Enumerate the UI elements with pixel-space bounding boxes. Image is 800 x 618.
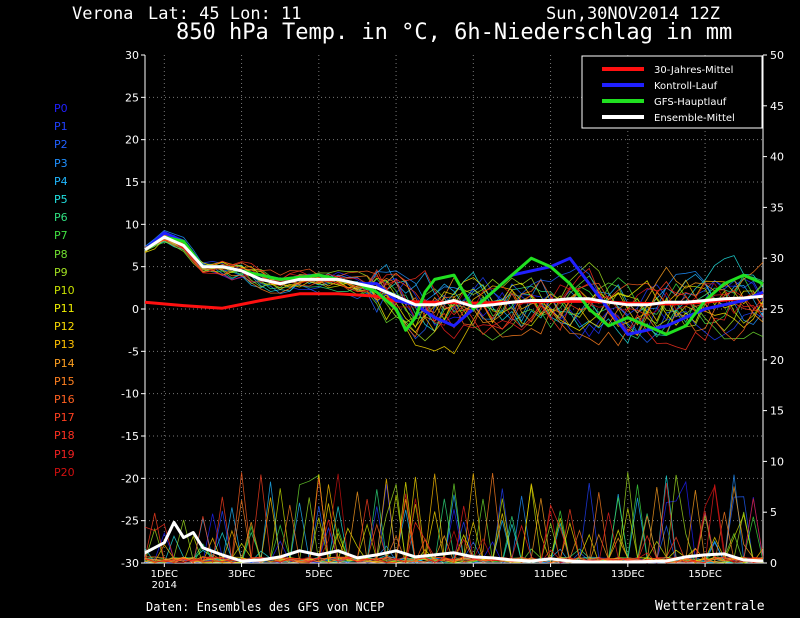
member-temp-line	[144, 238, 764, 326]
member-label-p4: P4	[54, 174, 68, 188]
y-left-tick-label: 25	[125, 91, 139, 104]
member-label-p3: P3	[54, 156, 68, 170]
member-label-p17: P17	[54, 411, 75, 425]
x-tick-label: 7DEC	[382, 569, 409, 580]
member-label-p2: P2	[54, 138, 68, 152]
y-left-tick-label: 15	[125, 176, 139, 189]
member-label-p15: P15	[54, 374, 75, 388]
x-tick-label: 1DEC	[151, 569, 178, 580]
y-right-tick-label: 50	[770, 49, 784, 62]
x-tick-label: 11DEC	[534, 569, 568, 580]
member-temp-line	[144, 233, 764, 332]
series-line-gfs-hauptlauf	[144, 235, 764, 336]
member-label-p1: P1	[54, 120, 68, 134]
member-label-p16: P16	[54, 393, 75, 406]
y-right-tick-label: 35	[770, 201, 784, 214]
brand-label: Wetterzentrale	[655, 599, 765, 614]
legend-label: 30-Jahres-Mittel	[654, 65, 733, 76]
member-label-p8: P8	[54, 247, 68, 261]
member-label-p13: P13	[54, 338, 75, 352]
legend-label: Ensemble-Mittel	[654, 113, 735, 124]
member-label-p0: P0	[54, 102, 68, 115]
legend-label: GFS-Hauptlauf	[654, 97, 727, 108]
y-left-tick-label: -20	[121, 472, 139, 485]
member-label-p9: P9	[54, 265, 68, 279]
chart-title: 850 hPa Temp. in °C, 6h-Niederschlag in …	[176, 20, 733, 45]
y-right-tick-label: 40	[770, 151, 784, 164]
location-label: Verona	[72, 4, 134, 24]
y-right-tick-label: 30	[770, 252, 784, 265]
member-label-p19: P19	[54, 447, 75, 461]
y-left-tick-label: 5	[132, 261, 139, 274]
y-right-tick-label: 5	[770, 506, 777, 519]
member-temp-line	[144, 235, 764, 334]
y-left-tick-label: -30	[121, 557, 139, 570]
y-right-tick-label: 45	[770, 100, 784, 113]
x-tick-label: 5DEC	[305, 569, 332, 580]
series-line-ensemble-mittel	[144, 235, 764, 308]
x-tick-label: 9DEC	[460, 569, 487, 580]
member-label-p10: P10	[54, 283, 75, 297]
y-right-tick-label: 25	[770, 303, 784, 316]
member-list: P0 P1 P2 P3 P4 P5 P6 P7 P8 P9 P10 P11 P12 P13 P14 P15 P1…	[54, 100, 75, 482]
member-temp-line	[144, 240, 764, 338]
coords-label: Lat: 45 Lon: 11	[148, 4, 302, 24]
run-time-label: Sun,30NOV2014 12Z	[546, 4, 720, 24]
x-tick-label: 15DEC	[688, 569, 722, 580]
y-left-tick-label: 10	[125, 218, 139, 231]
y-left-tick-label: 20	[125, 134, 139, 147]
member-temp-line	[144, 239, 764, 342]
member-label-p14: P14	[54, 356, 75, 370]
member-temp-line	[144, 239, 764, 351]
member-temp-line	[144, 234, 764, 329]
x-tick-label: 13DEC	[611, 569, 645, 580]
legend-label: Kontroll-Lauf	[654, 81, 718, 92]
member-label-p12: P12	[54, 320, 75, 334]
series-line-ensemble-mittel-niederschlag	[144, 520, 764, 564]
member-label-p20: P20	[54, 465, 75, 479]
member-temp-line	[144, 234, 764, 355]
y-left-tick-label: -15	[121, 430, 139, 443]
member-label-p18: P18	[54, 429, 75, 443]
data-source-label: Daten: Ensembles des GFS von NCEP	[146, 600, 385, 614]
y-left-tick-label: 0	[132, 303, 139, 316]
x-year-label: 2014	[152, 580, 177, 591]
y-left-tick-label: -25	[121, 515, 139, 528]
member-label-p11: P11	[54, 302, 75, 316]
member-label-p6: P6	[54, 211, 68, 225]
member-temp-line	[144, 236, 764, 341]
y-left-tick-label: -5	[128, 345, 139, 358]
y-right-tick-label: 0	[770, 557, 777, 570]
y-right-tick-label: 10	[770, 455, 784, 468]
y-left-tick-label: -10	[121, 388, 139, 401]
y-right-tick-label: 15	[770, 405, 784, 418]
y-right-tick-label: 20	[770, 354, 784, 367]
x-tick-label: 3DEC	[228, 569, 255, 580]
member-label-p5: P5	[54, 192, 68, 206]
y-left-tick-label: 30	[125, 49, 139, 62]
member-label-p7: P7	[54, 229, 68, 243]
